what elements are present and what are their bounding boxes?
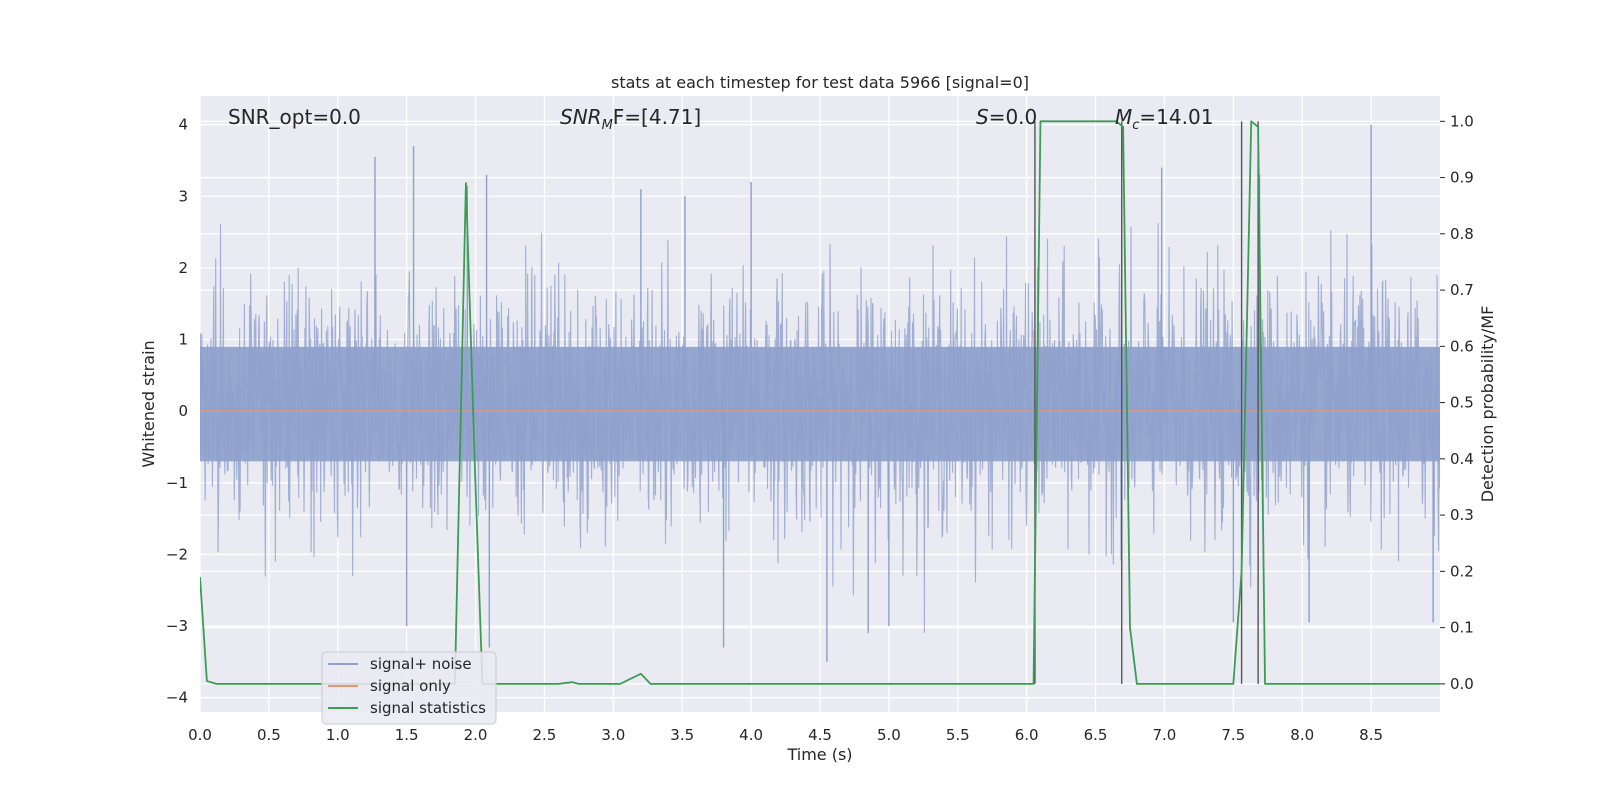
- y-axis-label-left: Whitened strain: [139, 340, 158, 467]
- x-tick-label: 3.5: [670, 726, 694, 744]
- y-right-tick-label: 0.2: [1450, 562, 1474, 580]
- x-tick-label: 2.0: [464, 726, 488, 744]
- x-tick-label: 0.5: [257, 726, 281, 744]
- y-right-tick-label: 0.6: [1450, 337, 1474, 355]
- y-left-tick-label: 0: [178, 402, 188, 420]
- x-tick-label: 6.5: [1084, 726, 1108, 744]
- y-left-tick-label: 1: [178, 331, 188, 349]
- x-axis-ticks: 0.0 0.5 1.0 1.5 2.0 2.5 3.0 3.5 4.0 4.5 5.0 5.5 6.0 6…: [188, 726, 1383, 744]
- signal-statistics-series: [200, 120, 1440, 685]
- legend-label-statistics: signal statistics: [370, 699, 486, 717]
- x-tick-label: 7.0: [1153, 726, 1177, 744]
- signal-statistics-line: [200, 120, 1440, 685]
- y-left-tick-label: 3: [178, 187, 188, 205]
- y-right-tick-label: 0.5: [1450, 394, 1474, 412]
- legend-label-noise: signal+ noise: [370, 655, 472, 673]
- y-left-tick-label: −1: [166, 474, 188, 492]
- x-tick-label: 2.5: [533, 726, 557, 744]
- x-tick-label: 1.5: [395, 726, 419, 744]
- y-right-tick-label: 0.7: [1450, 281, 1474, 299]
- x-tick-label: 3.0: [601, 726, 625, 744]
- x-tick-label: 4.5: [808, 726, 832, 744]
- annotation-s: S=0.0: [976, 105, 1037, 129]
- legend: signal+ noise signal only signal statist…: [321, 651, 497, 725]
- y-left-tick-label: −2: [166, 545, 188, 563]
- detection-markers: [1034, 121, 1259, 684]
- y-right-tick-label: 0.3: [1450, 506, 1474, 524]
- y-left-tick-label: −3: [166, 617, 188, 635]
- annotation-snr-mf: SNRMF=[4.71]: [560, 105, 701, 133]
- x-tick-label: 0.0: [188, 726, 212, 744]
- chart-title: stats at each timestep for test data 596…: [611, 73, 1029, 92]
- noise-core-band: [200, 346, 1440, 462]
- x-axis-label: Time (s): [786, 745, 852, 764]
- y-right-tick-label: 0.0: [1450, 675, 1474, 693]
- y-right-tick-label: 1.0: [1450, 112, 1474, 130]
- annotation-snr-opt: SNR_opt=0.0: [228, 105, 361, 129]
- y-left-tick-label: −4: [166, 689, 188, 707]
- legend-label-signal-only: signal only: [370, 677, 451, 695]
- annotation-mc: Mc=14.01: [1115, 105, 1213, 133]
- y-right-tick-label: 0.4: [1450, 450, 1474, 468]
- x-tick-label: 5.5: [946, 726, 970, 744]
- x-tick-label: 6.0: [1015, 726, 1039, 744]
- y-right-tick-label: 0.1: [1450, 619, 1474, 637]
- y-left-tick-label: 4: [178, 116, 188, 134]
- signal-noise-series: [200, 124, 1440, 662]
- x-tick-label: 8.5: [1359, 726, 1383, 744]
- y-right-ticks: 0.0 0.1 0.2 0.3 0.4 0.5 0.6 0.7 0.8 0.9 1.0: [1440, 112, 1474, 693]
- x-tick-label: 7.5: [1221, 726, 1245, 744]
- y-left-ticks: −4 −3 −2 −1 0 1 2 3 4: [166, 116, 188, 707]
- x-tick-label: 4.0: [739, 726, 763, 744]
- x-tick-label: 1.0: [326, 726, 350, 744]
- y-right-tick-label: 0.8: [1450, 225, 1474, 243]
- y-axis-label-right: Detection probability/MF: [1478, 306, 1497, 503]
- y-left-tick-label: 2: [178, 259, 188, 277]
- x-tick-label: 5.0: [877, 726, 901, 744]
- y-right-tick-label: 0.9: [1450, 169, 1474, 187]
- x-tick-label: 8.0: [1290, 726, 1314, 744]
